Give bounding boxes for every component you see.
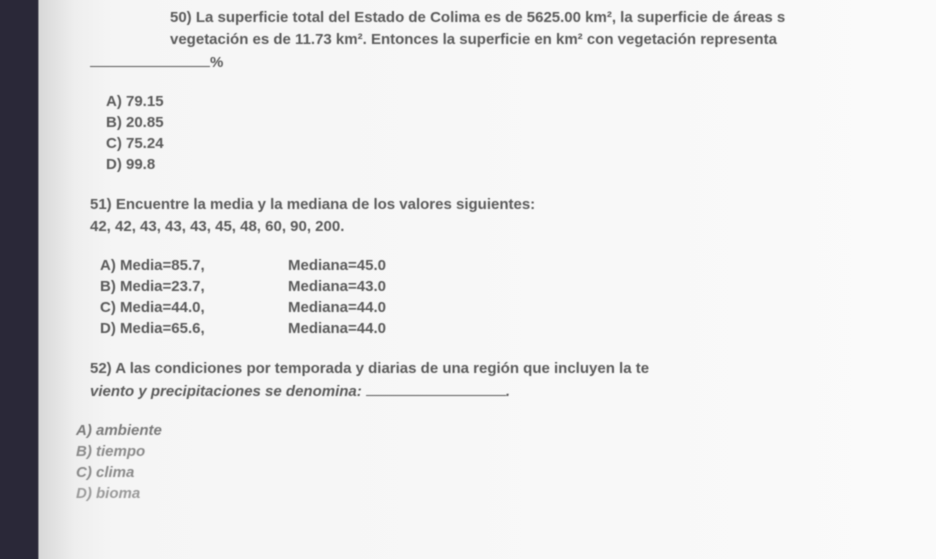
question-50: 50) La superficie total del Estado de Co…: [90, 8, 936, 175]
q51-c-right: Mediana=44.0: [280, 297, 936, 318]
exam-page: 50) La superficie total del Estado de Co…: [90, 0, 936, 524]
q51-values: 42, 42, 43, 43, 43, 45, 48, 60, 90, 200.: [90, 217, 936, 237]
question-52: 52) A las condiciones por temporada y di…: [90, 359, 936, 504]
q51-c-left: C) Media=44.0,: [100, 297, 280, 318]
q52-line-2-row: viento y precipitaciones se denomina: .: [90, 382, 936, 402]
q51-option-b: B) Media=23.7, Mediana=43.0: [90, 276, 936, 297]
q50-option-b: B) 20.85: [100, 112, 936, 133]
q52-line-2: viento y precipitaciones se denomina:: [90, 383, 362, 400]
q50-blank-row: %: [90, 53, 936, 73]
q51-b-right: Mediana=43.0: [280, 276, 936, 297]
q50-options: A) 79.15 B) 20.85 C) 75.24 D) 99.8: [100, 91, 936, 175]
q50-blank: [90, 53, 210, 67]
q50-option-c: C) 75.24: [100, 133, 936, 154]
q52-options: A) ambiente B) tiempo C) clima D) bioma: [70, 420, 936, 504]
q52-option-a: A) ambiente: [70, 420, 936, 441]
q51-option-c: C) Media=44.0, Mediana=44.0: [90, 297, 936, 318]
q51-a-right: Mediana=45.0: [280, 255, 936, 276]
q52-blank: [366, 382, 506, 396]
q51-a-left: A) Media=85.7,: [100, 255, 280, 276]
question-51: 51) Encuentre la media y la mediana de l…: [90, 195, 936, 340]
q52-period: .: [506, 383, 510, 400]
q50-line-2-text: vegetación es de 11.73 km². Entonces la …: [170, 31, 777, 48]
q51-options: A) Media=85.7, Mediana=45.0 B) Media=23.…: [90, 255, 936, 339]
q52-option-c: C) clima: [70, 462, 936, 483]
q50-line-2: vegetación es de 11.73 km². Entonces la …: [170, 30, 936, 50]
q50-option-d: D) 99.8: [100, 154, 936, 175]
q51-b-left: B) Media=23.7,: [100, 276, 280, 297]
q51-prompt: 51) Encuentre la media y la mediana de l…: [90, 195, 936, 215]
q51-option-d: D) Media=65.6, Mediana=44.0: [90, 318, 936, 339]
q51-d-right: Mediana=44.0: [280, 318, 936, 339]
q51-d-left: D) Media=65.6,: [100, 318, 280, 339]
q50-option-a: A) 79.15: [100, 91, 936, 112]
q50-line-1: 50) La superficie total del Estado de Co…: [170, 8, 936, 28]
q52-option-d: D) bioma: [70, 483, 936, 504]
q51-option-a: A) Media=85.7, Mediana=45.0: [90, 255, 936, 276]
q52-option-b: B) tiempo: [70, 441, 936, 462]
q50-percent: %: [210, 54, 223, 71]
q52-line-1: 52) A las condiciones por temporada y di…: [90, 359, 936, 379]
